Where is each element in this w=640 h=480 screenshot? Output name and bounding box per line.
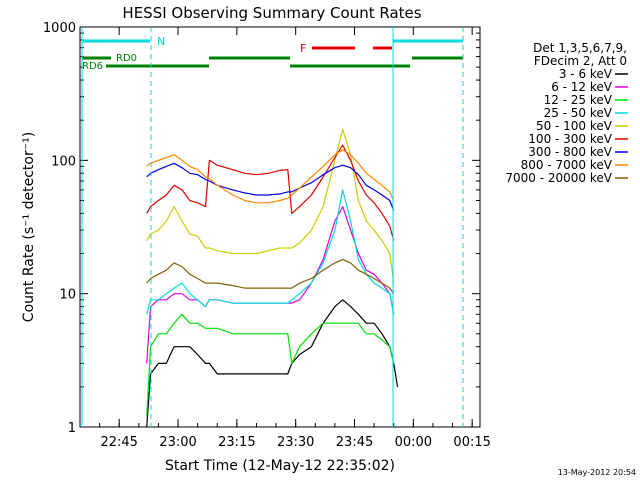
footer-timestamp: 13-May-2012 20:54: [558, 468, 636, 477]
series-layer: [146, 129, 399, 428]
x-axis: 22:45 23:00 23:15 23:30 23:45 00:00 00:15: [99, 27, 491, 450]
x-tick-label: 23:45: [336, 435, 373, 450]
legend-header-line-2: FDecim 2, Att 0: [534, 54, 627, 68]
series-line: [146, 149, 395, 204]
y-axis-label: Count Rate (s⁻¹ detector⁻¹): [21, 132, 37, 322]
legend-label: 7000 - 20000 keV: [505, 171, 612, 185]
legend-label: 50 - 100 keV: [536, 119, 613, 133]
flare-label: F: [300, 42, 306, 55]
legend: Det 1,3,5,6,7,9, FDecim 2, Att 0 3 - 6 k…: [505, 41, 628, 185]
legend-label: 6 - 12 keV: [551, 80, 613, 94]
series-line: [146, 189, 395, 315]
y-axis: 1 10 100 1000: [43, 21, 480, 436]
saa-label: RD6: [82, 61, 103, 72]
legend-label: 12 - 25 keV: [544, 93, 613, 107]
x-tick-label: 23:30: [277, 435, 314, 450]
plot-area: [79, 26, 481, 428]
legend-label: 3 - 6 keV: [559, 67, 613, 81]
series-line: [146, 162, 395, 211]
annotations: N RD0 RD6 F: [81, 27, 464, 427]
x-axis-label: Start Time (12-May-12 22:35:02): [165, 458, 395, 474]
legend-label: 25 - 50 keV: [544, 106, 613, 120]
x-tick-label: 00:15: [453, 435, 490, 450]
series-line: [146, 299, 399, 428]
saa-label: RD0: [116, 53, 137, 64]
x-tick-label: 00:00: [395, 435, 432, 450]
chart-title: HESSI Observing Summary Count Rates: [122, 4, 421, 22]
night-label: N: [157, 35, 165, 48]
legend-label: 100 - 300 keV: [528, 132, 612, 146]
x-tick-label: 23:15: [218, 435, 255, 450]
legend-header-line-1: Det 1,3,5,6,7,9,: [533, 41, 627, 55]
y-tick-label: 1: [68, 421, 76, 436]
series-line: [146, 313, 395, 417]
y-tick-label: 100: [51, 154, 76, 169]
y-tick-label: 10: [59, 288, 76, 303]
legend-label: 800 - 7000 keV: [521, 158, 613, 172]
series-line: [146, 129, 395, 284]
series-line: [146, 144, 395, 241]
x-tick-label: 23:00: [159, 435, 196, 450]
x-tick-label: 22:45: [100, 435, 137, 450]
legend-label: 300 - 800 keV: [528, 145, 612, 159]
plot-frame: [79, 26, 481, 428]
series-line: [146, 259, 395, 295]
y-tick-label: 1000: [43, 21, 76, 36]
